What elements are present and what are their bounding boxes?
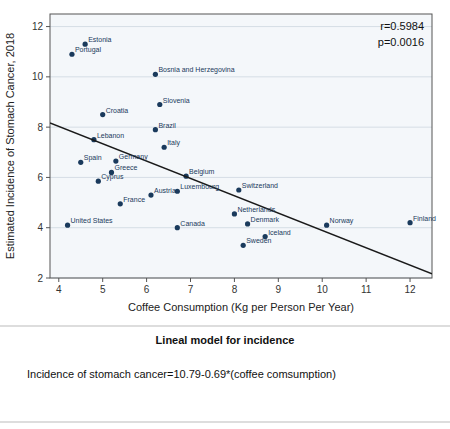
point-labels: Estonia Portugal Bosnia and Herzegovina Slo…: [71, 36, 437, 244]
tick-x: [278, 278, 279, 282]
caption-title: Lineal model for incidence: [156, 334, 295, 346]
scatter-point: [407, 220, 412, 225]
scatter-point: [232, 211, 237, 216]
point-label: Norway: [330, 217, 354, 225]
plot-background: [50, 14, 432, 278]
scatter-point: [157, 102, 162, 107]
scatter-point: [153, 72, 158, 77]
point-label: Brazil: [158, 122, 176, 129]
tick-label-x: 12: [404, 284, 416, 295]
scatter-point: [324, 223, 329, 228]
point-label: Sweden: [246, 237, 271, 244]
tick-label-x: 6: [144, 284, 150, 295]
point-label: Slovenia: [163, 97, 190, 104]
scatter-point: [241, 243, 246, 248]
tick-label-y: 8: [37, 122, 43, 133]
point-label: Canada: [180, 220, 205, 227]
point-label: Belgium: [189, 168, 214, 176]
grid-line-y: [50, 127, 432, 128]
y-axis-label: Estimated Incidence of Stomach Cancer, 2…: [4, 33, 16, 259]
point-label: France: [123, 196, 145, 203]
tick-x: [190, 278, 191, 282]
point-label: Austria: [154, 187, 176, 194]
scatter-point: [118, 201, 123, 206]
tick-label-x: 5: [100, 284, 106, 295]
tick-label-x: 8: [232, 284, 238, 295]
tick-y: [46, 278, 50, 279]
tick-label-y: 6: [37, 172, 43, 183]
scatter-point: [96, 179, 101, 184]
tick-x: [102, 278, 103, 282]
annotation: r=0.5984: [380, 20, 424, 32]
tick-label-y: 2: [37, 273, 43, 284]
scatter-point: [100, 112, 105, 117]
tick-x: [410, 278, 411, 282]
point-label: Italy: [167, 139, 180, 147]
chart-container: 2 4 6 8 10 12 4 5 6 7 8 9 10 11 12 Estonia Portugal Bosni…: [0, 0, 450, 429]
scatter-point: [162, 145, 167, 150]
scatter-point: [236, 187, 241, 192]
scatter-point: [113, 158, 118, 163]
scatter-point: [65, 223, 70, 228]
point-label: Spain: [84, 154, 102, 162]
tick-y: [46, 26, 50, 27]
point-label: Estonia: [88, 36, 111, 43]
grid-line-y: [50, 26, 432, 27]
annotation: p=0.0016: [378, 36, 424, 48]
point-label: Croatia: [106, 107, 129, 114]
point-label: Germany: [119, 153, 148, 161]
tick-label-y: 4: [37, 222, 43, 233]
point-label: Netherlands: [237, 206, 275, 213]
point-label: Greece: [114, 164, 137, 171]
plot-frame: [50, 14, 432, 278]
point-label: Iceland: [268, 229, 291, 236]
tick-x: [322, 278, 323, 282]
scatter-point: [245, 221, 250, 226]
tick-label-x: 7: [188, 284, 194, 295]
grid-line-y: [50, 227, 432, 228]
tick-x: [366, 278, 367, 282]
point-label: Bosnia and Herzegovina: [158, 66, 234, 74]
tick-y: [46, 227, 50, 228]
tick-y: [46, 76, 50, 77]
data-group: [50, 42, 432, 274]
point-label: Lebanon: [97, 132, 124, 139]
tick-label-y: 10: [32, 71, 44, 82]
scatter-point: [78, 160, 83, 165]
tick-label-x: 9: [276, 284, 282, 295]
point-label: Portugal: [75, 46, 102, 54]
tick-x: [146, 278, 147, 282]
chart-svg: 2 4 6 8 10 12 4 5 6 7 8 9 10 11 12 Estonia Portugal Bosni…: [0, 0, 450, 429]
tick-x: [58, 278, 59, 282]
scatter-point: [148, 192, 153, 197]
point-label: Switzerland: [242, 182, 278, 189]
point-label: Luxembourg: [180, 183, 219, 191]
caption-border-bottom: [0, 422, 450, 423]
scatter-point: [175, 225, 180, 230]
grid-line-y: [50, 76, 432, 77]
x-axis-label: Coffee Consumption (Kg per Person Per Ye…: [128, 301, 354, 313]
regression-line: [50, 123, 432, 274]
point-label: United States: [71, 217, 114, 224]
tick-label-x: 11: [361, 284, 372, 295]
caption-text: Incidence of stomach cancer=10.79-0.69*(…: [27, 368, 336, 380]
point-label: Cyprus: [101, 173, 124, 181]
point-label: Finland: [413, 215, 436, 222]
tick-label-y: 12: [32, 21, 44, 32]
tick-label-x: 10: [317, 284, 329, 295]
scatter-point: [69, 52, 74, 57]
point-label: Denmark: [251, 216, 280, 223]
caption-border-top: [0, 326, 450, 327]
tick-x: [234, 278, 235, 282]
tick-y: [46, 177, 50, 178]
tick-y: [46, 127, 50, 128]
tick-label-x: 4: [56, 284, 62, 295]
scatter-point: [153, 127, 158, 132]
